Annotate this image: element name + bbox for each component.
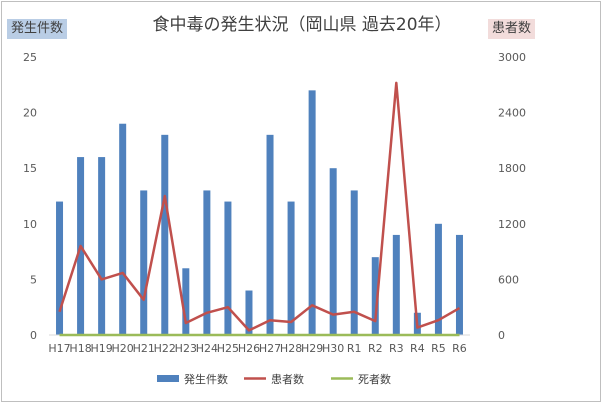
chart-title: 食中毒の発生状況（岡山県 過去20年）	[152, 15, 452, 35]
bar	[392, 234, 400, 335]
bar	[140, 190, 148, 335]
bar	[329, 168, 337, 335]
y-left-tick-label: 20	[23, 107, 37, 120]
y-left-tick-label: 10	[23, 218, 37, 231]
y-axis-left-title: 発生件数	[7, 19, 68, 39]
x-tick-label: H27	[259, 342, 281, 355]
x-tick-label: R3	[389, 342, 404, 355]
x-tick-label: H23	[175, 342, 197, 355]
x-tick-label: H25	[217, 342, 239, 355]
bar	[98, 157, 106, 335]
bar	[455, 234, 463, 335]
bar	[203, 190, 211, 335]
bar	[161, 134, 169, 335]
x-tick-label: H24	[196, 342, 218, 355]
bar	[224, 201, 232, 335]
x-tick-label: R4	[410, 342, 425, 355]
legend-label: 発生件数	[184, 372, 228, 386]
y-right-tick-label: 3000	[498, 51, 526, 64]
x-tick-label: R6	[452, 342, 467, 355]
y-right-tick-label: 600	[498, 273, 519, 286]
bar	[266, 134, 274, 335]
x-tick-label: R1	[347, 342, 362, 355]
bar	[371, 257, 379, 335]
x-tick-label: H20	[112, 342, 134, 355]
y-left-tick-label: 5	[30, 273, 37, 286]
x-tick-label: H30	[322, 342, 344, 355]
bar	[350, 190, 358, 335]
legend-label: 患者数	[271, 373, 304, 386]
x-tick-label: R5	[431, 342, 446, 355]
bar	[434, 223, 442, 335]
bar	[245, 290, 253, 335]
x-tick-label: H18	[69, 342, 91, 355]
y-axis-right-title: 患者数	[488, 19, 536, 39]
y-left-tick-label: 0	[30, 329, 37, 342]
legend-swatch	[157, 375, 179, 382]
y-right-tick-label: 1200	[498, 218, 526, 231]
y-right-tick-label: 1800	[498, 162, 526, 175]
bar	[182, 268, 190, 335]
bar	[56, 201, 64, 335]
x-tick-label: H21	[133, 342, 155, 355]
x-tick-label: H29	[301, 342, 323, 355]
x-tick-label: H17	[48, 342, 70, 355]
bar	[287, 201, 295, 335]
x-tick-label: H28	[280, 342, 302, 355]
bar	[119, 123, 127, 335]
legend-label: 死者数	[358, 373, 391, 386]
x-tick-label: H26	[238, 342, 260, 355]
y-left-tick-label: 15	[23, 162, 37, 175]
x-tick-label: H19	[90, 342, 112, 355]
x-tick-label: R2	[368, 342, 383, 355]
x-tick-label: H22	[154, 342, 176, 355]
series-line	[58, 81, 461, 332]
bar	[308, 90, 316, 335]
y-right-tick-label: 2400	[498, 107, 526, 120]
y-right-tick-label: 0	[498, 329, 505, 342]
y-left-tick-label: 25	[23, 51, 37, 64]
